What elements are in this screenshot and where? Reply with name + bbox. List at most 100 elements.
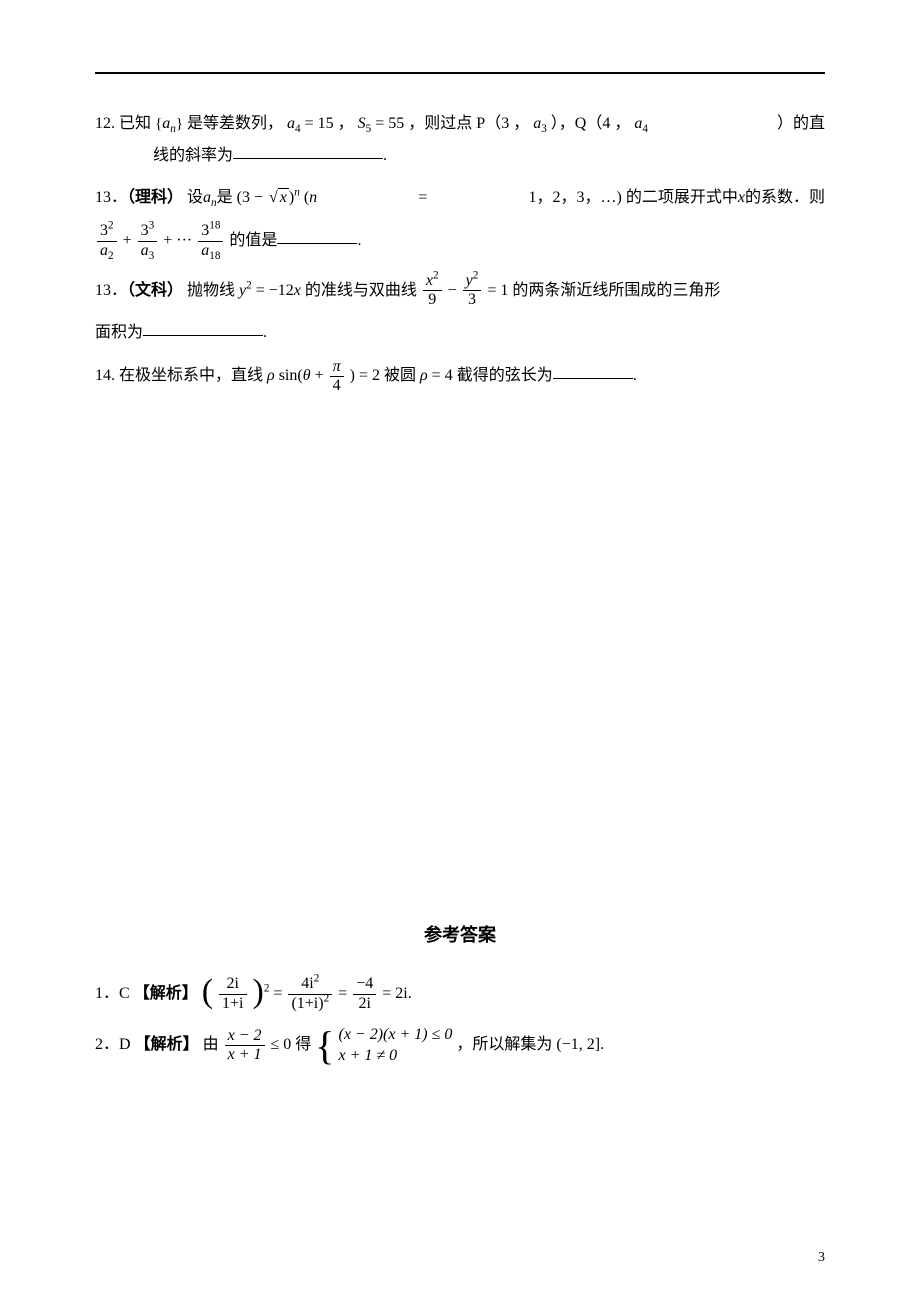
- q13li-f1-b: 3: [100, 222, 108, 239]
- brace-icon: {: [315, 1027, 334, 1065]
- q13li-frac2: 33a3: [138, 222, 158, 260]
- q13li-period: .: [357, 232, 361, 249]
- q12-blank: [233, 142, 383, 159]
- ans1-f3-num: −4: [353, 975, 376, 994]
- q13wen-f1x: x: [426, 272, 433, 289]
- q13wen-t3: 的两条渐近线所围成的三角形: [512, 282, 720, 299]
- q13li-prefix: 13．: [95, 189, 127, 206]
- q13li-an-a: a: [203, 189, 211, 206]
- q12-text-4: ）的直: [777, 108, 825, 140]
- q14-blank: [553, 362, 633, 379]
- ans1-eq2: =: [338, 985, 351, 1002]
- ans1-f2-num: 4i: [301, 975, 313, 992]
- q13li-t5: 的系数．则: [745, 189, 825, 206]
- ans1-f2-den: (1+i): [291, 995, 323, 1012]
- answer-1: 1．C 【解析】 ( 2i1+i )2 = 4i2(1+i)2 = −42i =…: [95, 973, 825, 1015]
- ans1-inner-frac: 2i1+i: [219, 975, 246, 1013]
- q13li-t2: 是: [217, 189, 233, 206]
- q14-tail: 截得的弦长为: [457, 367, 553, 384]
- q13wen-frac2: y23: [463, 272, 482, 310]
- q12-a4-eq: = 15: [301, 115, 334, 132]
- answers-heading: 参考答案: [95, 917, 825, 953]
- ans2-set: (−1, 2]: [556, 1036, 600, 1053]
- q13li-plus2: + ···: [163, 232, 196, 249]
- q13li-frac3: 318a18: [198, 222, 223, 260]
- q12-s5: S: [358, 115, 366, 132]
- ans1-f3-den: 2i: [353, 995, 376, 1013]
- ans2-cases: { (x − 2)(x + 1) ≤ 0 x + 1 ≠ 0: [315, 1025, 452, 1067]
- q13wen-t1: 抛物线: [187, 282, 239, 299]
- ans2-get: 得: [295, 1036, 315, 1053]
- q14-den4: 4: [330, 377, 344, 395]
- q14-theta: θ: [303, 367, 311, 384]
- q12-a3-sub: 3: [541, 123, 547, 135]
- ans1-in-num: 2i: [219, 975, 246, 994]
- q13wen-prefix: 13．: [95, 282, 127, 299]
- top-rule: [95, 72, 825, 74]
- ans1-outer-exp: 2: [264, 982, 270, 994]
- ans2-le: ≤ 0: [271, 1036, 292, 1053]
- ans2-case1: (x − 2)(x + 1) ≤ 0: [339, 1025, 453, 1046]
- q12-text-2: ，则过点 P（3 ，: [408, 115, 529, 132]
- q14-rho2: ρ: [420, 367, 428, 384]
- ans1-tag: 【解析】: [134, 985, 198, 1002]
- ans1-f2-nume: 2: [314, 973, 320, 985]
- ans2-f1-num: x − 2: [225, 1027, 265, 1046]
- q13li-f2-b: 3: [141, 222, 149, 239]
- q12-s5-eq: = 55: [371, 115, 404, 132]
- ans2-period: .: [600, 1036, 604, 1053]
- ans1-frac3: −42i: [353, 975, 376, 1013]
- ans1-in-den: 1+i: [219, 995, 246, 1013]
- q13wen-eq: = −12: [252, 282, 294, 299]
- ans2-tag: 【解析】: [135, 1036, 199, 1053]
- q13li-base-l: (3 −: [237, 189, 267, 206]
- question-13-li: 13．（理科） 设an是 (3 − √x)n (n = 1，2，3，…) 的二项…: [95, 182, 825, 262]
- q12-text-3: ），Q（4 ，: [551, 115, 631, 132]
- q13wen-f2y: y: [466, 272, 473, 289]
- q14-frac: π4: [330, 358, 344, 396]
- q14-sin: sin(: [275, 367, 303, 384]
- q13wen-frac1: x29: [423, 272, 442, 310]
- ans2-prefix: 2．D: [95, 1036, 135, 1053]
- q12-a3: a: [533, 115, 541, 132]
- q13li-f1-ds: 2: [108, 250, 114, 262]
- q13wen-minus: −: [448, 282, 461, 299]
- page-number: 3: [818, 1244, 825, 1272]
- q13li-f1-da: a: [100, 242, 108, 259]
- ans2-case2: x + 1 ≠ 0: [339, 1046, 453, 1067]
- q13li-f2-ds: 3: [149, 250, 155, 262]
- q12-line2: 线的斜率为: [153, 147, 233, 164]
- q12-prefix: 12. 已知: [95, 115, 151, 132]
- q13li-tail: 的值是: [229, 232, 277, 249]
- q13li-eq: =: [418, 182, 427, 214]
- q14-pi: π: [330, 358, 344, 377]
- ans2-tail: ，所以解集为: [456, 1036, 552, 1053]
- ans2-f1-den: x + 1: [225, 1046, 265, 1064]
- q13li-nvar: n: [309, 189, 317, 206]
- q14-period: .: [633, 367, 637, 384]
- q13li-f2-e: 3: [149, 220, 155, 232]
- q13li-t4: 1，2，3，…) 的二项展开式中: [529, 189, 738, 206]
- q13li-f3-ds: 18: [209, 250, 220, 262]
- question-12: 12. 已知 {an} 是等差数列， a4 = 15 ， S5 = 55 ，则过…: [95, 108, 825, 172]
- q13li-f3-e: 18: [209, 220, 220, 232]
- q13wen-tag: （文科）: [127, 282, 183, 299]
- q12-a4b-sub: 4: [642, 123, 648, 135]
- q13li-t1: 设: [187, 189, 203, 206]
- q12-a4: a: [287, 115, 295, 132]
- answer-2: 2．D 【解析】 由 x − 2x + 1 ≤ 0 得 { (x − 2)(x …: [95, 1024, 825, 1066]
- q13wen-f1d: 9: [423, 291, 442, 309]
- q12-period: .: [383, 147, 387, 164]
- q14-eq4: = 4: [428, 367, 453, 384]
- ans1-eq3: = 2i.: [382, 985, 411, 1002]
- q14-close: ) = 2: [350, 367, 380, 384]
- q13li-xvar: x: [738, 189, 745, 206]
- q14-prefix: 14. 在极坐标系中，直线: [95, 367, 267, 384]
- q13wen-period: .: [263, 324, 267, 341]
- question-13-wen: 13．（文科） 抛物线 y2 = −12x 的准线与双曲线 x29 − y23 …: [95, 270, 825, 350]
- ans1-prefix: 1．C: [95, 985, 134, 1002]
- sqrt-icon: √x: [267, 182, 289, 214]
- q14-rho1: ρ: [267, 367, 275, 384]
- q13wen-f2d: 3: [463, 291, 482, 309]
- q13wen-line2: 面积为: [95, 324, 143, 341]
